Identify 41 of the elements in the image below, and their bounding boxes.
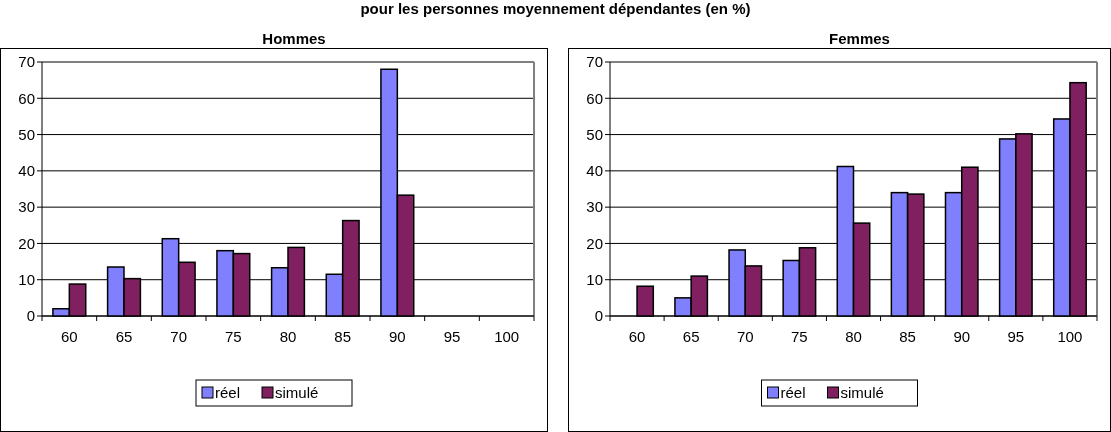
y-tick-label: 30 <box>586 198 603 216</box>
text: pour les personnes moyennement dépendantes (en %) <box>360 0 751 17</box>
y-tick-label: 60 <box>18 89 35 107</box>
x-tick-label: 100 <box>1057 328 1083 345</box>
x-tick-label: 60 <box>628 328 646 345</box>
y-tick-label: 50 <box>586 125 603 143</box>
x-tick-label: 70 <box>170 328 188 345</box>
x-tick-label: 75 <box>791 328 808 345</box>
y-tick-label: 10 <box>18 270 35 288</box>
y-tick-label: 20 <box>586 234 603 252</box>
y-tick-label: 40 <box>586 162 603 180</box>
y-tick-label: 50 <box>18 125 35 143</box>
x-tick-label: 100 <box>494 328 520 345</box>
y-tick-label: 40 <box>18 162 35 180</box>
x-tick-label: 95 <box>443 328 461 345</box>
x-tick-label: 85 <box>334 328 352 345</box>
x-tick-label: 80 <box>279 328 297 345</box>
y-tick-label: 60 <box>586 89 603 107</box>
y-tick-label: 20 <box>18 234 35 252</box>
x-tick-label: 65 <box>115 328 133 345</box>
x-tick-label: 80 <box>845 328 862 345</box>
legend-label: simulé <box>275 384 319 401</box>
x-tick-label: 90 <box>953 328 971 345</box>
y-tick-label: 0 <box>594 307 603 325</box>
y-tick-label: 70 <box>18 53 35 71</box>
x-tick-label: 75 <box>224 328 242 345</box>
y-tick-label: 10 <box>586 270 603 288</box>
x-tick-label: 90 <box>388 328 406 345</box>
chart-title: Hommes <box>262 30 326 47</box>
y-tick-label: 30 <box>18 198 35 216</box>
x-tick-label: 70 <box>736 328 754 345</box>
legend-label: réel <box>780 384 806 401</box>
x-tick-label: 95 <box>1007 328 1025 345</box>
legend-label: simulé <box>840 384 884 401</box>
chart-title: Femmes <box>829 30 890 47</box>
x-tick-label: 85 <box>899 328 916 345</box>
legend-label: réel <box>215 384 241 401</box>
y-tick-label: 0 <box>26 307 35 325</box>
y-tick-label: 70 <box>586 53 603 71</box>
x-tick-label: 60 <box>60 328 78 345</box>
x-tick-label: 65 <box>682 328 700 345</box>
